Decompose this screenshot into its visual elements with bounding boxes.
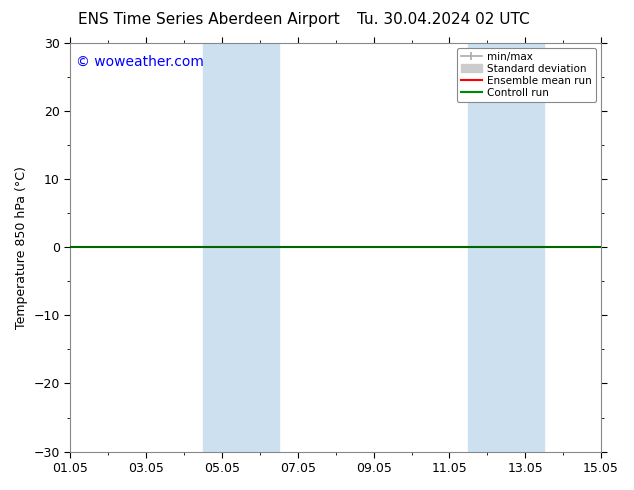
Bar [469,43,544,452]
Legend: min/max, Standard deviation, Ensemble mean run, Controll run: min/max, Standard deviation, Ensemble me… [456,48,596,102]
Text: Tu. 30.04.2024 02 UTC: Tu. 30.04.2024 02 UTC [358,12,530,27]
Bar [203,43,279,452]
Text: © woweather.com: © woweather.com [75,55,204,69]
Y-axis label: Temperature 850 hPa (°C): Temperature 850 hPa (°C) [15,166,28,328]
Text: ENS Time Series Aberdeen Airport: ENS Time Series Aberdeen Airport [79,12,340,27]
